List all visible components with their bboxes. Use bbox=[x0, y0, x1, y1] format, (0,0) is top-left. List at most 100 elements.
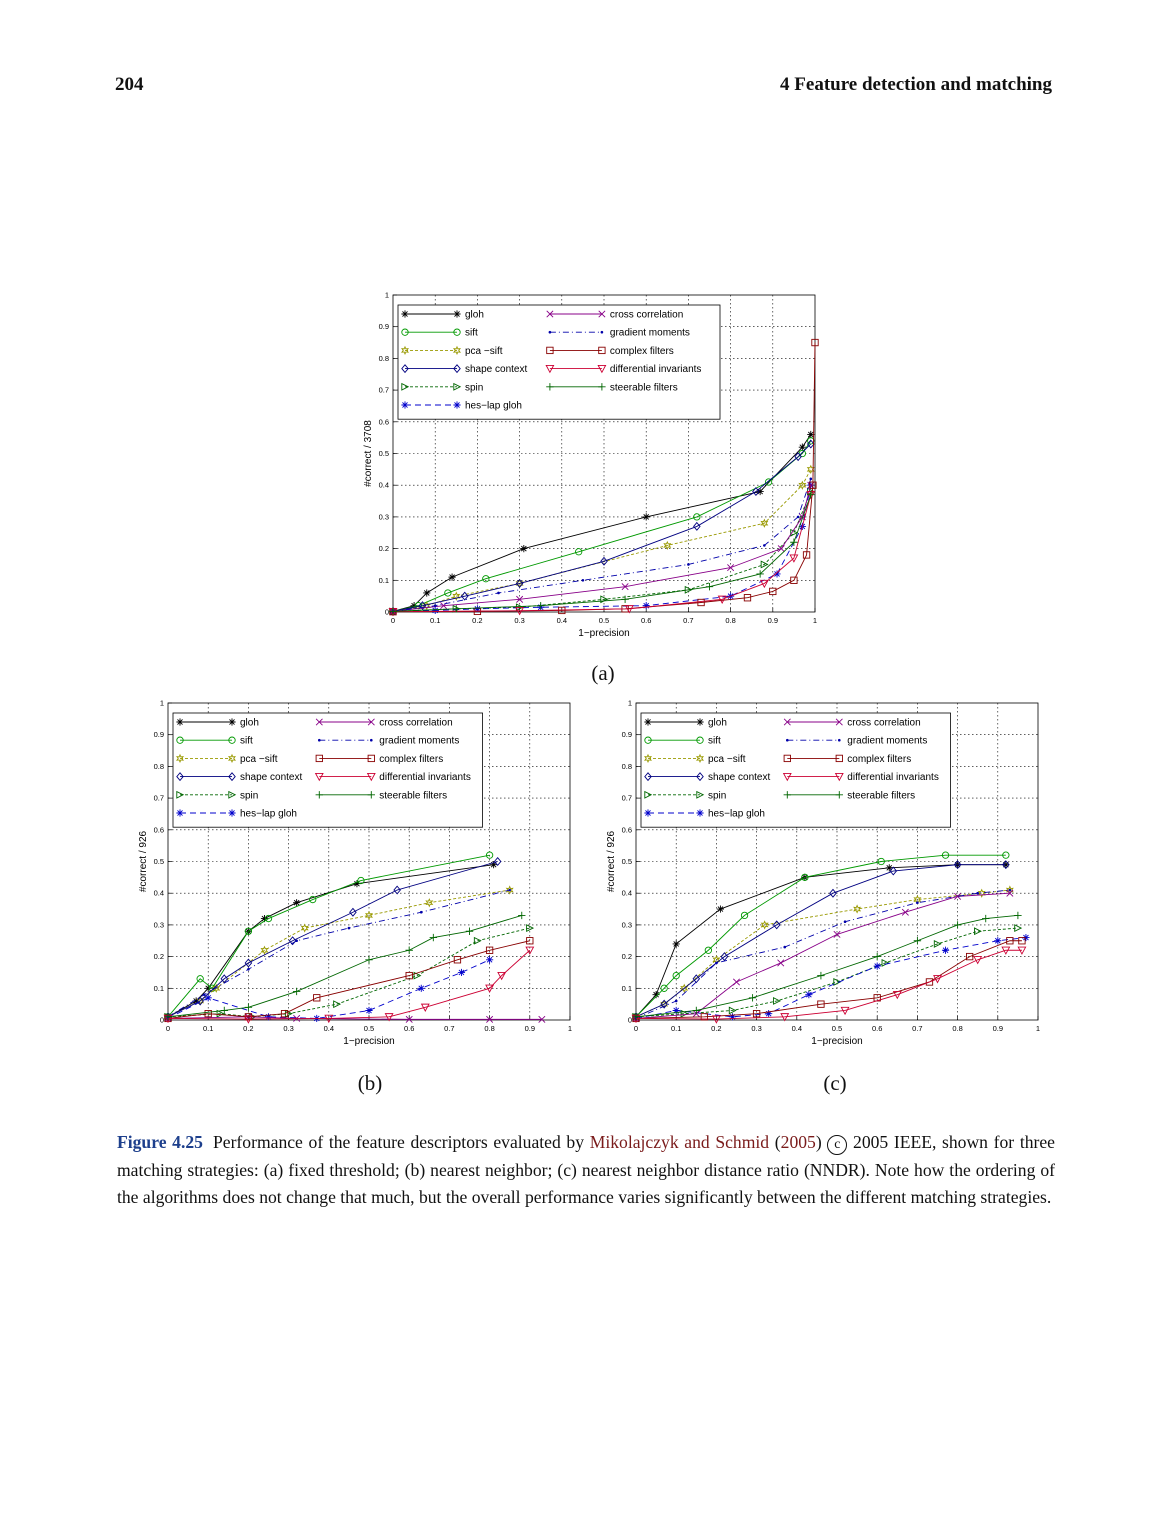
data-point-gradient-moments bbox=[809, 477, 813, 481]
y-tick-label: 0.7 bbox=[622, 794, 632, 803]
data-point-pca-sift bbox=[760, 518, 769, 528]
data-point-spin bbox=[760, 560, 769, 569]
legend-label-steerable-filters: steerable filters bbox=[379, 790, 447, 801]
legend-marker-shape-context bbox=[453, 364, 461, 374]
data-point-shape-context bbox=[244, 958, 253, 968]
data-point-gradient-moments bbox=[433, 604, 437, 607]
data-point-differential-invariants bbox=[840, 1006, 850, 1016]
data-point-gradient-moments bbox=[1008, 888, 1012, 892]
legend-marker-hes-lap-gloh bbox=[453, 401, 461, 409]
series-spin bbox=[632, 924, 1023, 1021]
data-point-sift bbox=[672, 971, 680, 980]
legend-marker-gloh bbox=[453, 310, 461, 318]
data-point-shape-context bbox=[660, 999, 668, 1009]
data-point-steerable-filters bbox=[790, 538, 798, 546]
legend-marker-pca-sift bbox=[401, 345, 409, 356]
data-point-steerable-filters bbox=[692, 1006, 700, 1015]
data-point-shape-context bbox=[752, 487, 760, 497]
y-tick-label: 0.6 bbox=[379, 417, 389, 426]
y-tick-label: 0.8 bbox=[622, 762, 632, 771]
data-point-shape-context bbox=[393, 885, 401, 895]
y-tick-label: 0.7 bbox=[154, 794, 164, 803]
x-tick-label: 0.5 bbox=[599, 616, 609, 625]
data-point-steerable-filters bbox=[1014, 911, 1022, 920]
data-point-complex-filters bbox=[966, 952, 974, 961]
series-spin bbox=[164, 924, 535, 1021]
y-tick-label: 0 bbox=[160, 1016, 164, 1025]
data-point-complex-filters bbox=[743, 594, 752, 602]
x-tick-label: 0.4 bbox=[792, 1024, 802, 1033]
data-point-gradient-moments bbox=[581, 579, 585, 582]
data-point-complex-filters bbox=[697, 598, 705, 607]
data-point-steerable-filters bbox=[982, 914, 990, 923]
legend-marker-shape-context bbox=[644, 772, 652, 782]
data-point-complex-filters bbox=[405, 971, 413, 980]
legend-box bbox=[397, 304, 721, 420]
data-point-cross-correlation bbox=[901, 908, 909, 916]
legend-marker-steerable-filters bbox=[783, 791, 791, 799]
series-hes-lap-gloh bbox=[632, 933, 1030, 1023]
x-tick-label: 0.3 bbox=[514, 616, 524, 625]
data-point-complex-filters bbox=[453, 956, 462, 964]
data-point-gradient-moments bbox=[796, 515, 800, 519]
data-point-steerable-filters bbox=[807, 491, 815, 499]
series-gradient-moments bbox=[391, 477, 813, 613]
x-tick-label: 0.6 bbox=[641, 616, 651, 625]
legend-label-complex-filters: complex filters bbox=[847, 754, 911, 765]
data-point-pca-sift bbox=[806, 464, 815, 474]
y-tick-label: 0.7 bbox=[379, 386, 389, 395]
y-tick-label: 0 bbox=[385, 608, 389, 617]
data-point-gradient-moments bbox=[508, 888, 512, 892]
citation-authors[interactable]: Mikolajczyk and Schmid bbox=[589, 1132, 770, 1152]
legend-marker-spin bbox=[644, 790, 653, 799]
series-complex-filters bbox=[632, 937, 1026, 1023]
legend-label-gloh: gloh bbox=[465, 310, 484, 321]
legend-marker-gloh bbox=[644, 718, 652, 726]
x-tick-label: 0.8 bbox=[725, 616, 735, 625]
legend-marker-hes-lap-gloh bbox=[176, 809, 184, 817]
data-point-pca-sift bbox=[680, 983, 689, 993]
data-point-steerable-filters bbox=[632, 1013, 640, 1021]
data-point-shape-context bbox=[515, 578, 524, 588]
y-tick-label: 1 bbox=[385, 291, 389, 300]
series-steerable-filters bbox=[164, 911, 526, 1021]
data-point-differential-invariants bbox=[243, 1015, 253, 1024]
data-point-gradient-moments bbox=[976, 891, 979, 895]
data-point-complex-filters bbox=[925, 978, 934, 986]
series-line-pca-sift bbox=[167, 889, 510, 1018]
series-line-gloh bbox=[635, 864, 1006, 1018]
legend-marker-shape-context bbox=[401, 364, 409, 374]
legend-label-gradient-moments: gradient moments bbox=[610, 328, 690, 339]
data-point-hes-lap-gloh bbox=[365, 1006, 373, 1015]
legend-label-hes-lap-gloh: hes−lap gloh bbox=[240, 809, 297, 820]
data-point-cross-correlation bbox=[777, 959, 785, 967]
series-line-sift bbox=[167, 854, 490, 1018]
data-point-gradient-moments bbox=[916, 901, 919, 905]
x-tick-label: 0.1 bbox=[671, 1024, 681, 1033]
x-tick-label: 0.9 bbox=[993, 1024, 1003, 1033]
data-point-differential-invariants bbox=[933, 975, 942, 984]
series-line-gloh bbox=[392, 434, 812, 612]
legend-marker-differential-invariants bbox=[314, 772, 324, 782]
data-point-gloh bbox=[807, 430, 815, 439]
y-tick-label: 0.5 bbox=[154, 857, 164, 866]
data-point-gloh bbox=[192, 997, 200, 1005]
citation-year[interactable]: 2005 bbox=[780, 1132, 816, 1152]
citation-paren-close: ) bbox=[815, 1132, 828, 1152]
series-gloh bbox=[389, 430, 815, 615]
y-tick-label: 0.5 bbox=[379, 449, 389, 458]
series-line-hes-lap-gloh bbox=[635, 937, 1026, 1019]
legend-marker-cross-correlation bbox=[835, 718, 843, 726]
y-tick-label: 1 bbox=[628, 699, 632, 708]
legend-marker-gradient-moments bbox=[600, 330, 604, 334]
data-point-gloh bbox=[423, 589, 431, 597]
series-cross-correlation bbox=[632, 889, 1014, 1022]
data-point-spin bbox=[473, 936, 482, 945]
data-point-spin bbox=[974, 927, 982, 936]
data-point-complex-filters bbox=[204, 1010, 212, 1018]
legend-marker-steerable-filters bbox=[598, 383, 606, 391]
x-tick-label: 0.9 bbox=[525, 1024, 535, 1033]
legend-marker-complex-filters bbox=[315, 754, 323, 763]
data-point-cross-correlation bbox=[1006, 889, 1014, 897]
data-point-hes-lap-gloh bbox=[765, 1010, 773, 1018]
